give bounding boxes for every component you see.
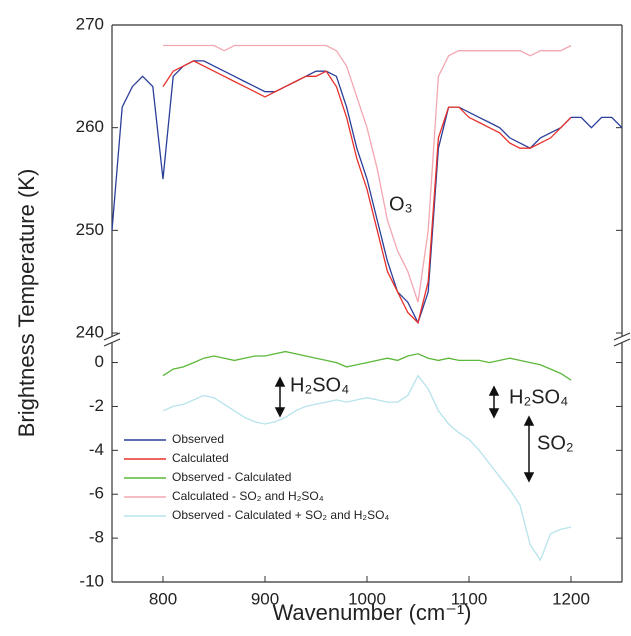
x-tick-label: 1200 xyxy=(552,589,590,608)
y-tick-label: -6 xyxy=(89,484,104,503)
y-tick-label: -10 xyxy=(79,571,104,590)
annotation: H₂SO₄ xyxy=(290,374,349,396)
legend-label: Observed - Calculated xyxy=(172,470,291,484)
x-tick-label: 1100 xyxy=(451,589,488,608)
series-line xyxy=(111,60,623,325)
y-tick-label: 270 xyxy=(76,14,104,33)
legend-label: Calculated xyxy=(172,451,229,465)
annotation: O₃ xyxy=(389,193,413,215)
y-tick-label: -2 xyxy=(89,396,104,415)
x-tick-label: 1000 xyxy=(348,589,386,608)
arrows xyxy=(274,376,535,483)
x-axis-label: Wavenumber (cm⁻¹) xyxy=(272,600,471,625)
series-line xyxy=(163,44,572,303)
y-tick-label: -8 xyxy=(89,528,104,547)
y-tick-label: 250 xyxy=(76,220,104,239)
y-tick-label: 240 xyxy=(76,322,104,341)
y-tick-label: -4 xyxy=(89,440,104,459)
annotation: H₂SO₄ xyxy=(509,386,568,408)
legend-label: Observed xyxy=(172,432,224,446)
series-line xyxy=(162,374,572,562)
y-tick-label: 260 xyxy=(76,117,104,136)
y-axis-label: Brightness Temperature (K) xyxy=(14,169,39,438)
y-tick-label: 0 xyxy=(95,352,104,371)
frame xyxy=(103,24,631,583)
x-tick-label: 800 xyxy=(149,589,177,608)
series-line xyxy=(162,350,572,381)
legend-label: Observed - Calculated + SO₂ and H₂SO₄ xyxy=(172,508,389,522)
series-line xyxy=(162,60,572,324)
legend-label: Calculated - SO₂ and H₂SO₄ xyxy=(172,489,324,503)
x-tick-label: 900 xyxy=(251,589,279,608)
annotation: SO₂ xyxy=(537,432,574,454)
